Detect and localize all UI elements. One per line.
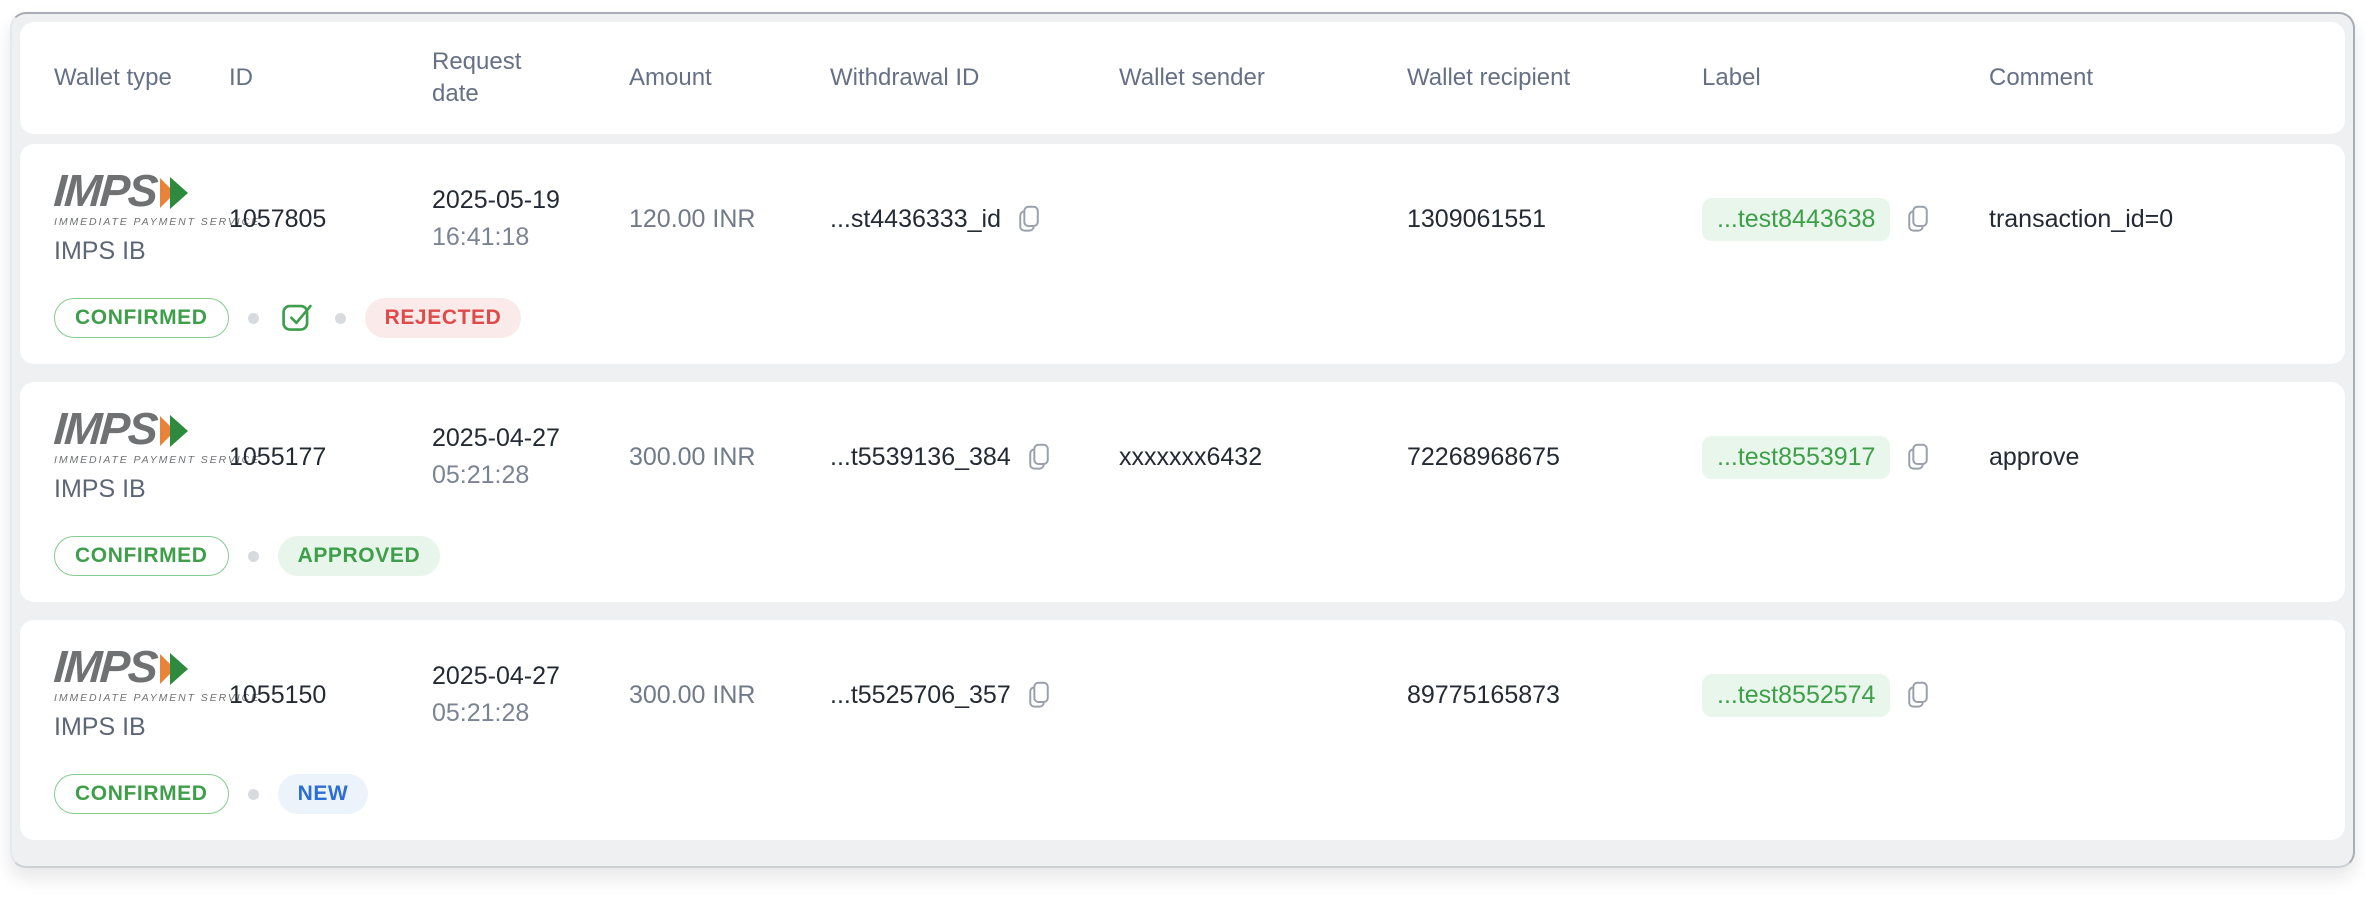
status-badge-approved: APPROVED [277, 536, 441, 576]
imps-logo-text: IMPS [52, 403, 158, 455]
status-row: CONFIRMED NEW [20, 770, 2345, 840]
status-badge-confirmed: CONFIRMED [54, 298, 229, 338]
request-date: 2025-04-27 [432, 662, 560, 690]
copy-withdrawal-id-button[interactable] [1015, 203, 1043, 235]
label-cell: ...test8443638 [1702, 197, 1989, 241]
copy-label-button[interactable] [1904, 679, 1932, 711]
withdrawal-id: ...st4436333_id [830, 204, 1001, 233]
column-header-request-date: Request date [432, 47, 522, 107]
transaction-row: IMPS IMMEDIATE PAYMENT SERVICE IMPS IB 1… [20, 144, 2345, 364]
column-header-amount: Amount [629, 63, 712, 91]
transactions-panel: Wallet type ID Request date Amount Withd… [10, 12, 2355, 868]
label-cell: ...test8553917 [1702, 435, 1989, 479]
imps-arrow-icon [160, 414, 189, 447]
table-header: Wallet type ID Request date Amount Withd… [20, 22, 2345, 134]
copy-icon [1908, 205, 1929, 232]
dot-separator [247, 312, 259, 324]
status-row: CONFIRMED REJECTED [20, 294, 2345, 364]
request-time: 05:21:28 [432, 699, 530, 727]
column-header-id: ID [229, 63, 253, 91]
transaction-row: IMPS IMMEDIATE PAYMENT SERVICE IMPS IB 1… [20, 382, 2345, 602]
imps-arrow-icon [160, 652, 189, 685]
transaction-id: 1057805 [229, 204, 327, 233]
column-header-wallet-type: Wallet type [54, 63, 172, 91]
label-badge: ...test8443638 [1702, 197, 1891, 241]
amount: 300.00 INR [629, 680, 756, 709]
withdrawal-id-cell: ...st4436333_id [830, 203, 1119, 235]
amount: 300.00 INR [629, 442, 756, 471]
request-date: 2025-05-19 [432, 186, 560, 214]
imps-logo: IMPS IMMEDIATE PAYMENT SERVICE [52, 165, 260, 228]
withdrawal-id: ...t5539136_384 [830, 442, 1011, 471]
column-header-label: Label [1702, 63, 1761, 91]
column-header-wallet-recipient: Wallet recipient [1407, 63, 1571, 91]
copy-withdrawal-id-button[interactable] [1025, 679, 1053, 711]
copy-icon [1019, 205, 1039, 232]
request-date: 2025-04-27 [432, 424, 560, 452]
transaction-id: 1055150 [229, 680, 327, 709]
status-row: CONFIRMED APPROVED [20, 532, 2345, 602]
imps-logo-tagline: IMMEDIATE PAYMENT SERVICE [54, 215, 260, 228]
wallet-type-label: IMPS IB [54, 712, 146, 741]
wallet-type-cell: IMPS IMMEDIATE PAYMENT SERVICE IMPS IB [52, 165, 260, 265]
wallet-recipient: 1309061551 [1407, 204, 1547, 233]
imps-logo: IMPS IMMEDIATE PAYMENT SERVICE [52, 641, 260, 704]
status-badge-confirmed: CONFIRMED [54, 774, 229, 814]
request-time: 05:21:28 [432, 461, 530, 489]
copy-label-button[interactable] [1904, 441, 1932, 473]
dot-separator [247, 550, 259, 562]
column-header-comment: Comment [1989, 63, 2094, 91]
imps-logo-tagline: IMMEDIATE PAYMENT SERVICE [54, 453, 260, 466]
dot-separator [247, 788, 259, 800]
wallet-type-label: IMPS IB [54, 236, 146, 265]
copy-icon [1028, 443, 1049, 470]
withdrawal-id-cell: ...t5539136_384 [830, 441, 1119, 473]
request-time: 16:41:18 [432, 223, 530, 251]
transaction-id: 1055177 [229, 442, 327, 471]
status-badge-new: NEW [277, 774, 369, 814]
request-date-cell: 2025-04-27 05:21:28 [432, 664, 629, 726]
column-header-withdrawal-id: Withdrawal ID [830, 63, 980, 91]
wallet-recipient: 72268968675 [1407, 442, 1560, 471]
wallet-sender: xxxxxxx6432 [1119, 442, 1263, 471]
comment: approve [1989, 442, 2080, 471]
comment: transaction_id=0 [1989, 204, 2174, 233]
copy-icon [1908, 443, 1929, 470]
dot-separator [334, 312, 346, 324]
column-header-wallet-sender: Wallet sender [1119, 63, 1265, 91]
transaction-row: IMPS IMMEDIATE PAYMENT SERVICE IMPS IB 1… [20, 620, 2345, 840]
wallet-type-label: IMPS IB [54, 474, 146, 503]
imps-logo-text: IMPS [52, 165, 158, 217]
label-cell: ...test8552574 [1702, 673, 1989, 717]
status-badge-rejected: REJECTED [364, 298, 522, 338]
label-badge: ...test8552574 [1702, 673, 1891, 717]
imps-arrow-icon [160, 176, 189, 209]
withdrawal-id: ...t5525706_357 [830, 680, 1011, 709]
status-badge-confirmed: CONFIRMED [54, 536, 229, 576]
imps-logo-tagline: IMMEDIATE PAYMENT SERVICE [54, 691, 260, 704]
wallet-recipient: 89775165873 [1407, 680, 1560, 709]
copy-icon [1028, 681, 1049, 708]
copy-withdrawal-id-button[interactable] [1025, 441, 1053, 473]
wallet-type-cell: IMPS IMMEDIATE PAYMENT SERVICE IMPS IB [52, 641, 260, 741]
checkbox-checked-icon [278, 296, 316, 339]
wallet-type-cell: IMPS IMMEDIATE PAYMENT SERVICE IMPS IB [52, 403, 260, 503]
imps-logo: IMPS IMMEDIATE PAYMENT SERVICE [52, 403, 260, 466]
request-date-cell: 2025-04-27 05:21:28 [432, 426, 629, 488]
request-date-cell: 2025-05-19 16:41:18 [432, 188, 629, 250]
amount: 120.00 INR [629, 204, 756, 233]
copy-icon [1908, 681, 1929, 708]
withdrawal-id-cell: ...t5525706_357 [830, 679, 1119, 711]
label-badge: ...test8553917 [1702, 435, 1891, 479]
imps-logo-text: IMPS [52, 641, 158, 693]
copy-label-button[interactable] [1904, 203, 1932, 235]
